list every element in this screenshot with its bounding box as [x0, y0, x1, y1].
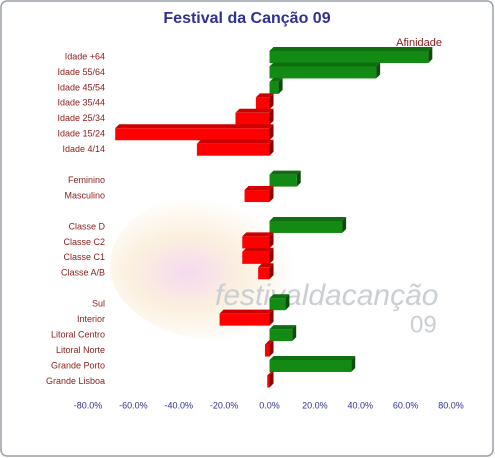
- y-tick-label: Interior: [77, 314, 105, 324]
- bar-top: [264, 340, 274, 345]
- bar-side: [285, 294, 290, 311]
- x-tick-label: 80.0%: [438, 400, 464, 410]
- y-tick-label: Grande Porto: [51, 360, 105, 370]
- bar-side: [269, 124, 274, 141]
- bar: [269, 220, 343, 233]
- bar-top: [269, 77, 283, 82]
- y-tick-label: Classe A/B: [61, 268, 105, 278]
- bar-side: [269, 108, 274, 125]
- bar: [267, 375, 270, 388]
- y-tick-label: Classe D: [68, 221, 105, 231]
- bar-side: [428, 47, 433, 63]
- x-tick-label: 60.0%: [393, 400, 419, 410]
- bar-top: [269, 62, 381, 67]
- bar-side: [376, 62, 381, 79]
- y-tick-label: Litoral Centro: [51, 329, 105, 339]
- bar-top: [115, 124, 274, 129]
- watermark: 09: [410, 311, 437, 338]
- bar: [219, 313, 270, 326]
- bar-side: [296, 170, 301, 187]
- x-tick-label: -60.0%: [119, 400, 148, 410]
- watermark: festivaldacanção: [215, 279, 438, 312]
- bar-top: [269, 216, 347, 221]
- y-tick-label: Classe C2: [63, 237, 105, 247]
- bar: [258, 267, 270, 280]
- bar: [264, 344, 270, 357]
- chart-title: Festival da Canção 09: [163, 10, 330, 27]
- y-tick-label: Idade 45/54: [57, 82, 105, 92]
- bar-side: [269, 247, 274, 264]
- x-tick-label: 40.0%: [347, 400, 373, 410]
- bar-side: [269, 139, 274, 156]
- bar-top: [269, 47, 433, 51]
- bar-side: [269, 263, 274, 280]
- y-tick-label: Idade 35/44: [57, 98, 105, 108]
- bar-side: [269, 340, 274, 357]
- bar-side: [269, 371, 274, 388]
- bar-side: [269, 93, 274, 110]
- bar-top: [244, 186, 274, 191]
- y-tick-label: Sul: [92, 299, 105, 309]
- bar-top: [255, 93, 274, 98]
- y-tick-label: Idade +64: [65, 51, 105, 61]
- y-tick-label: Feminino: [68, 175, 105, 185]
- x-tick-label: -40.0%: [164, 400, 193, 410]
- bar-top: [269, 294, 290, 299]
- bar-side: [269, 232, 274, 249]
- bar: [242, 251, 270, 264]
- bar-side: [351, 356, 356, 372]
- bar-top: [267, 371, 274, 376]
- x-tick-label: -80.0%: [74, 400, 103, 410]
- bar: [269, 66, 377, 79]
- bar-top: [269, 170, 301, 175]
- bar-top: [269, 356, 356, 360]
- bar-side: [278, 77, 283, 94]
- y-tick-label: Idade 25/34: [57, 113, 105, 123]
- y-tick-label: Idade 55/64: [57, 67, 105, 77]
- bar-top: [242, 232, 274, 237]
- y-tick-label: Idade 4/14: [62, 144, 105, 154]
- bar-side: [269, 309, 274, 326]
- bar-top: [242, 247, 274, 252]
- bar-side: [269, 186, 274, 203]
- bar-top: [269, 325, 297, 330]
- y-tick-label: Grande Lisboa: [46, 376, 105, 386]
- bar: [269, 360, 352, 372]
- y-tick-label: Classe C1: [63, 252, 105, 262]
- bar-side: [292, 325, 297, 342]
- bar: [269, 51, 429, 63]
- bar-top: [196, 139, 274, 144]
- legend-entry: Afinidade: [396, 37, 442, 49]
- bar-side: [342, 216, 347, 233]
- bar: [244, 190, 270, 203]
- bar-top: [235, 108, 274, 113]
- bar: [269, 81, 279, 94]
- bar: [269, 174, 297, 187]
- bar: [255, 97, 270, 110]
- bar-top: [258, 263, 274, 268]
- bar: [196, 143, 270, 156]
- x-tick-label: 0.0%: [259, 400, 280, 410]
- bar: [242, 236, 270, 249]
- y-tick-label: Litoral Norte: [56, 345, 105, 355]
- bar: [269, 329, 293, 342]
- x-tick-label: 20.0%: [302, 400, 328, 410]
- y-tick-label: Idade 15/24: [57, 129, 105, 139]
- bar: [269, 298, 286, 311]
- bar: [235, 112, 270, 125]
- bar: [115, 128, 270, 141]
- y-tick-label: Masculino: [64, 190, 105, 200]
- bar-top: [219, 309, 274, 314]
- x-tick-label: -20.0%: [210, 400, 239, 410]
